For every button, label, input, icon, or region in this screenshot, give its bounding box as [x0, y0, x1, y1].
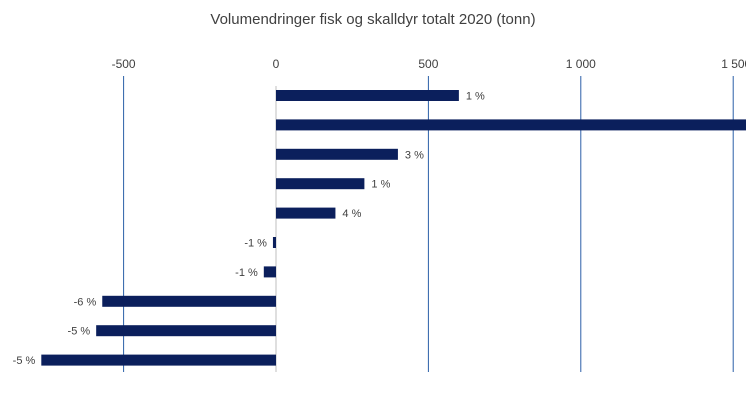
data-label: -6 %: [74, 296, 97, 308]
bar: [276, 207, 336, 219]
x-tick-label: 1 000: [566, 57, 596, 71]
bar: [276, 90, 459, 101]
bar: [263, 266, 276, 278]
bar: [276, 178, 365, 190]
bar: [272, 237, 276, 248]
data-label: -1 %: [244, 238, 267, 250]
x-axis-ticks: -500 0 500 1 000 1 500: [112, 57, 746, 71]
data-labels: 1 % 3 % 1 % 4 % -1 % -1 % -6 % -5 % -5 %: [13, 91, 485, 368]
chart-title: Volumendringer fisk og skalldyr totalt 2…: [210, 11, 535, 28]
x-tick-label: 1 500: [721, 57, 746, 71]
x-tick-label: 500: [418, 57, 438, 71]
data-label: -5 %: [68, 326, 91, 338]
bar: [102, 295, 276, 307]
data-label: 1 %: [466, 91, 485, 103]
data-label: 4 %: [342, 208, 361, 220]
bar: [96, 325, 276, 337]
data-label: -1 %: [235, 267, 258, 279]
data-label: -5 %: [13, 355, 36, 367]
x-tick-label: -500: [112, 57, 136, 71]
bar: [41, 354, 276, 366]
bars: [41, 90, 746, 366]
data-label: 3 %: [405, 149, 424, 161]
x-tick-label: 0: [273, 57, 280, 71]
bar: [276, 148, 398, 160]
data-label: 1 %: [371, 179, 390, 191]
bar: [276, 119, 746, 131]
